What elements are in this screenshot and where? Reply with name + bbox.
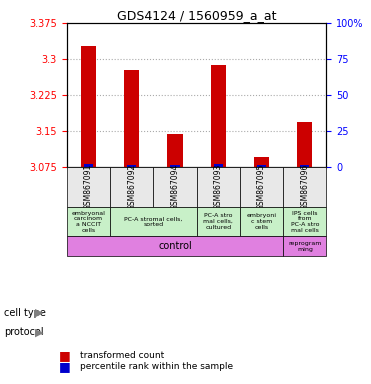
Text: reprogram
ming: reprogram ming (288, 241, 322, 252)
Text: GSM867094: GSM867094 (171, 164, 180, 210)
Text: GSM867092: GSM867092 (127, 164, 136, 210)
FancyBboxPatch shape (67, 207, 110, 236)
Bar (84, 164, 93, 167)
FancyBboxPatch shape (110, 207, 197, 236)
Bar (124, 70, 139, 167)
Text: protocol: protocol (4, 327, 43, 337)
FancyBboxPatch shape (67, 236, 283, 256)
Text: ▶: ▶ (35, 308, 44, 318)
Text: embryoni
c stem
cells: embryoni c stem cells (247, 214, 276, 230)
Text: embryonal
carcinom
a NCCIT
cells: embryonal carcinom a NCCIT cells (72, 210, 105, 233)
Bar (170, 165, 180, 167)
Bar (300, 165, 309, 167)
Text: ■: ■ (59, 349, 71, 362)
Text: PC-A stromal cells,
sorted: PC-A stromal cells, sorted (124, 216, 183, 227)
FancyBboxPatch shape (240, 207, 283, 236)
Text: ■: ■ (59, 360, 71, 373)
Bar (127, 165, 136, 167)
Text: GSM867095: GSM867095 (257, 164, 266, 210)
FancyBboxPatch shape (197, 167, 240, 207)
Text: transformed count: transformed count (80, 351, 164, 360)
FancyBboxPatch shape (197, 207, 240, 236)
Bar (211, 65, 226, 167)
Text: GSM867096: GSM867096 (301, 164, 309, 210)
Text: PC-A stro
mal cells,
cultured: PC-A stro mal cells, cultured (203, 214, 233, 230)
FancyBboxPatch shape (283, 167, 326, 207)
FancyBboxPatch shape (110, 167, 153, 207)
Bar (167, 134, 183, 167)
Text: cell type: cell type (4, 308, 46, 318)
FancyBboxPatch shape (283, 236, 326, 256)
Text: ▶: ▶ (35, 327, 44, 337)
Title: GDS4124 / 1560959_a_at: GDS4124 / 1560959_a_at (117, 9, 276, 22)
Bar (214, 164, 223, 167)
Text: GSM867091: GSM867091 (84, 164, 93, 210)
FancyBboxPatch shape (67, 167, 110, 207)
Text: GSM867093: GSM867093 (214, 164, 223, 210)
Text: IPS cells
from
PC-A stro
mal cells: IPS cells from PC-A stro mal cells (290, 210, 319, 233)
FancyBboxPatch shape (240, 167, 283, 207)
Bar (254, 157, 269, 167)
Bar (257, 165, 266, 167)
Bar (81, 46, 96, 167)
FancyBboxPatch shape (283, 207, 326, 236)
Text: control: control (158, 241, 192, 251)
Text: percentile rank within the sample: percentile rank within the sample (80, 362, 233, 371)
Bar (297, 122, 312, 167)
FancyBboxPatch shape (153, 167, 197, 207)
